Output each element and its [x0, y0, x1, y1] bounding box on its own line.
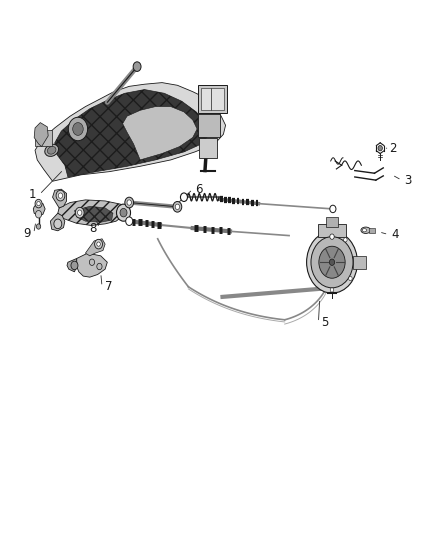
Circle shape [330, 288, 334, 292]
Polygon shape [53, 189, 67, 208]
Circle shape [175, 204, 180, 209]
Text: 1: 1 [29, 188, 37, 201]
Circle shape [58, 193, 63, 198]
Circle shape [89, 259, 95, 265]
Circle shape [311, 237, 353, 288]
Polygon shape [74, 206, 113, 222]
FancyBboxPatch shape [35, 130, 52, 146]
Polygon shape [33, 203, 45, 216]
Circle shape [36, 224, 41, 229]
Circle shape [35, 211, 42, 218]
Circle shape [127, 200, 131, 205]
Circle shape [378, 146, 382, 151]
Polygon shape [85, 239, 105, 256]
Circle shape [349, 277, 352, 281]
FancyBboxPatch shape [353, 256, 366, 269]
Polygon shape [35, 83, 226, 181]
Text: 9: 9 [23, 227, 31, 240]
Text: 7: 7 [105, 280, 113, 293]
Polygon shape [77, 253, 107, 277]
Circle shape [307, 231, 357, 293]
Polygon shape [50, 213, 65, 231]
Circle shape [173, 201, 182, 212]
Circle shape [126, 217, 133, 225]
FancyBboxPatch shape [318, 224, 346, 237]
Circle shape [125, 197, 134, 208]
Circle shape [330, 205, 336, 213]
Circle shape [37, 201, 40, 206]
FancyBboxPatch shape [369, 228, 375, 233]
FancyBboxPatch shape [199, 138, 217, 158]
Circle shape [56, 190, 65, 201]
Circle shape [330, 234, 334, 239]
Circle shape [180, 193, 187, 201]
Ellipse shape [362, 229, 367, 232]
Polygon shape [123, 107, 197, 160]
Ellipse shape [361, 227, 371, 233]
Text: 5: 5 [321, 316, 328, 329]
FancyBboxPatch shape [201, 88, 211, 110]
Circle shape [54, 219, 62, 229]
Circle shape [329, 259, 335, 265]
Text: 3: 3 [405, 174, 412, 187]
Circle shape [75, 207, 84, 218]
Circle shape [120, 208, 127, 217]
FancyBboxPatch shape [198, 85, 227, 113]
Text: 8: 8 [89, 222, 96, 235]
Text: 2: 2 [389, 142, 397, 155]
Circle shape [97, 242, 100, 246]
Circle shape [319, 246, 345, 278]
Polygon shape [58, 200, 124, 225]
FancyBboxPatch shape [326, 217, 338, 227]
Polygon shape [67, 259, 77, 272]
Circle shape [344, 238, 347, 242]
Circle shape [35, 199, 42, 208]
Ellipse shape [47, 147, 56, 154]
Circle shape [133, 62, 141, 71]
Circle shape [97, 263, 102, 270]
Circle shape [68, 117, 88, 141]
Circle shape [73, 123, 83, 135]
Text: 6: 6 [195, 183, 203, 196]
Polygon shape [55, 90, 209, 177]
Polygon shape [34, 123, 48, 147]
Circle shape [78, 210, 82, 215]
Text: 4: 4 [391, 228, 399, 241]
FancyBboxPatch shape [211, 88, 224, 110]
Circle shape [117, 204, 131, 221]
Circle shape [95, 239, 102, 249]
Ellipse shape [45, 144, 59, 156]
Circle shape [71, 261, 78, 270]
FancyBboxPatch shape [198, 114, 220, 137]
